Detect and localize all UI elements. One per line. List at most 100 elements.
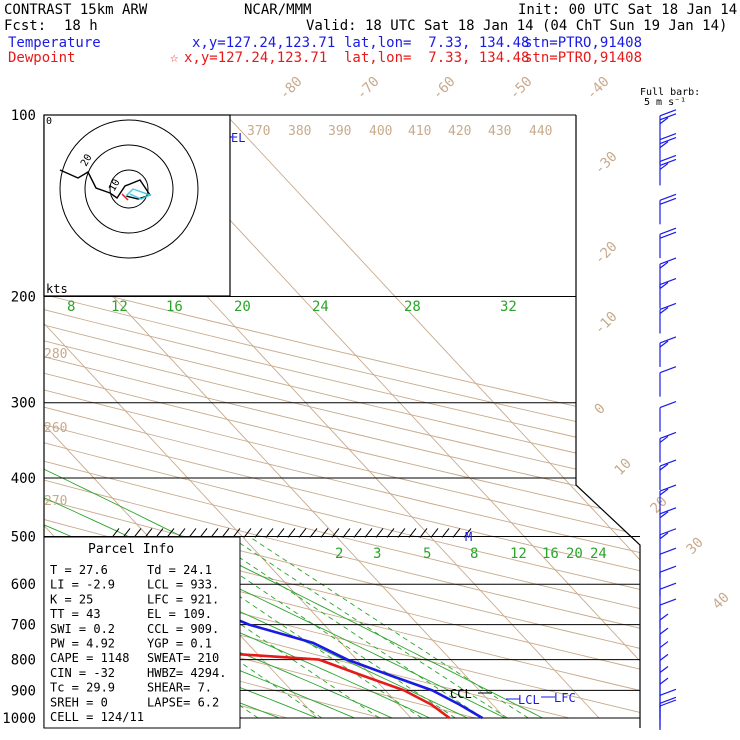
hodograph-ring-label: 10 [107, 178, 123, 194]
pressure-tick-label: 200 [11, 290, 36, 306]
level-hatch [188, 528, 197, 538]
level-hatch [155, 528, 164, 538]
isotherm-label: 40 [710, 590, 733, 613]
parcel-row-right: SHEAR= 7. [147, 681, 212, 695]
source-label: NCAR/MMM [244, 2, 312, 18]
wind-barb [659, 401, 677, 432]
hodograph-ring [84, 144, 174, 234]
mixing-ratio-label: 28 [404, 299, 421, 315]
mixing-ratio-label: 16 [542, 546, 559, 562]
parcel-row-right: CCL = 909. [147, 622, 219, 636]
parcel-title: Parcel Info [88, 542, 174, 557]
parcel-row-left: PW = 4.92 [50, 637, 115, 651]
barb-flag [659, 463, 669, 471]
level-hatch [287, 528, 296, 538]
parcel-row-right: YGP = 0.1 [147, 637, 212, 651]
lfc-label: LFC [554, 691, 576, 705]
isotherm-label: -10 [592, 309, 621, 338]
mixing-ratio-label: 2 [335, 546, 343, 562]
barb-flag [659, 435, 669, 443]
parcel-row-left: CAPE = 1148 [50, 651, 129, 665]
barb-flag [659, 547, 677, 555]
barb-flag [659, 133, 677, 141]
barb-flag [659, 231, 677, 239]
level-hatch [309, 528, 318, 538]
parcel-row-left: T = 27.6 [50, 563, 108, 577]
mixing-ratio-label: 20 [234, 299, 251, 315]
dry-adiabat [44, 115, 640, 719]
dewpoint-marker-icon: ☆ [170, 50, 179, 66]
level-hatch [452, 528, 461, 538]
theta-label: 410 [408, 124, 431, 139]
barb-flag [659, 488, 669, 496]
dry-adiabat [44, 115, 476, 719]
level-hatch [122, 528, 131, 538]
barb-flag [659, 261, 669, 269]
barb-flag [659, 282, 669, 290]
lcl-label: LCL [518, 693, 540, 707]
parcel-row-left: K = 25 [50, 592, 93, 606]
barb-header: Full barb: [640, 87, 700, 98]
pressure-tick-label: 700 [11, 618, 36, 634]
isotherm-label: 20 [648, 494, 671, 517]
isotherm-line [225, 115, 640, 719]
barb-flag [659, 532, 669, 540]
barb-flag [659, 511, 669, 519]
level-hatch [166, 528, 175, 538]
level-hatch [441, 528, 450, 538]
parcel-row-left: SWI = 0.2 [50, 622, 115, 636]
mixing-ratio-line [58, 536, 323, 719]
level-hatch [199, 528, 208, 538]
barb-flag [659, 307, 669, 314]
level-hatch [342, 528, 351, 538]
barb-flag [659, 197, 677, 205]
level-hatch [243, 528, 252, 538]
init-time: Init: 00 UTC Sat 18 Jan 14 [518, 2, 738, 18]
wind-barb [659, 302, 677, 334]
isotherm-label: -40 [584, 74, 613, 103]
pressure-tick-label: 600 [11, 577, 36, 593]
wind-barb [659, 582, 677, 614]
barb-flag [659, 653, 669, 661]
wind-barb [659, 227, 677, 259]
isotherm-label: 0 [592, 401, 609, 418]
barb-flag [659, 302, 677, 311]
isotherm-label: -20 [592, 239, 621, 268]
level-hatch [133, 528, 142, 538]
temperature-location: x,y=127.24,123.71 [192, 35, 336, 51]
level-hatch [419, 528, 428, 538]
wind-barb [659, 193, 677, 225]
wind-barb [659, 547, 677, 579]
theta-label: 370 [247, 124, 270, 139]
dewpoint-station: stn=PTRO,91408 [524, 50, 643, 66]
parcel-info-box: Parcel Info T = 27.6 Td = 24.1 LI = -2.9 LCL… [43, 536, 241, 729]
barb-flag [659, 431, 677, 440]
mixing-ratio-label: 12 [111, 299, 128, 315]
wind-barb [659, 109, 677, 140]
barb-flag [659, 641, 669, 649]
barb-flag [659, 699, 677, 707]
wind-barb [659, 133, 677, 164]
valid-time: Valid: 18 UTC Sat 18 Jan 14 (04 ChT Sun … [306, 18, 728, 34]
pressure-tick-label: 300 [11, 396, 36, 412]
parcel-row-right: EL = 109. [147, 607, 212, 621]
dewpoint-latlon: lat,lon= 7.33, 134.48 [344, 50, 530, 66]
hodograph-storm-marker [121, 193, 129, 201]
level-hatch [430, 528, 439, 538]
level-hatch [353, 528, 362, 538]
temperature-latlon: lat,lon= 7.33, 134.48 [344, 35, 530, 51]
pressure-tick-label: 900 [11, 683, 36, 699]
barb-flag [659, 401, 677, 409]
level-hatch [463, 528, 472, 538]
fcst-label: Fcst: [4, 18, 47, 34]
level-hatch [364, 528, 373, 538]
barb-flag [659, 257, 677, 265]
pressure-tick-label: 500 [11, 529, 36, 545]
pressure-tick-label: 800 [11, 653, 36, 669]
mixing-ratio-label: 8 [470, 546, 478, 562]
hodograph-trace-low [125, 188, 152, 200]
parcel-row-right: LFC = 921. [147, 592, 219, 606]
barb-header: 5 m s⁻¹ [644, 97, 686, 108]
sounding-series [44, 115, 484, 720]
mixing-ratio-line [207, 536, 484, 719]
